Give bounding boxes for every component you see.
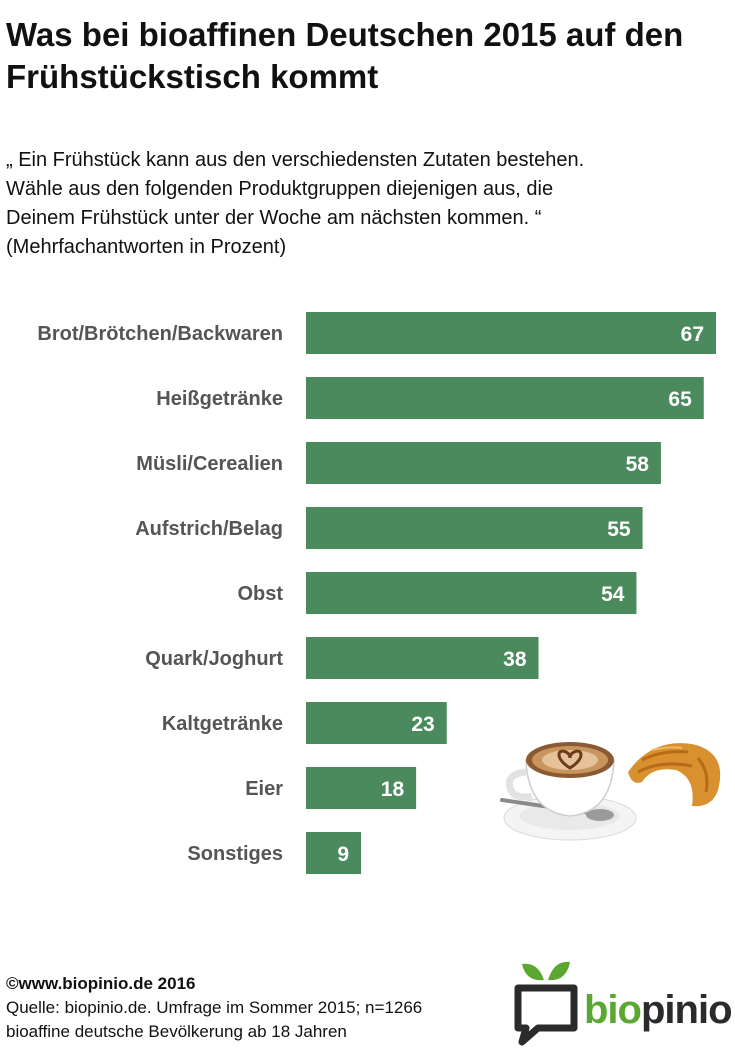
footer-source: ©www.biopinio.de 2016 Quelle: biopinio.d… bbox=[6, 972, 506, 1044]
value-label: 58 bbox=[626, 453, 650, 476]
speech-bubble-leaf-icon bbox=[514, 961, 578, 1046]
bar-chart: Brot/Brötchen/Backwaren 67 Heißgetränke 65 M… bbox=[37, 312, 716, 874]
source-text: Quelle: biopinio.de. Umfrage im Sommer 2… bbox=[6, 998, 423, 1017]
value-label: 55 bbox=[607, 518, 631, 541]
category-label: Sonstiges bbox=[187, 843, 283, 865]
value-label: 54 bbox=[601, 583, 625, 606]
question-line-2: Wähle aus den folgenden Produktgruppen d… bbox=[6, 178, 554, 200]
bar bbox=[306, 312, 716, 354]
value-label: 18 bbox=[381, 778, 405, 801]
bar bbox=[306, 702, 447, 744]
copyright-text: ©www.biopinio.de 2016 bbox=[6, 974, 196, 993]
category-label: Aufstrich/Belag bbox=[135, 518, 283, 540]
population-text: bioaffine deutsche Bevölkerung ab 18 Jah… bbox=[6, 1022, 347, 1041]
category-label: Brot/Brötchen/Backwaren bbox=[37, 323, 283, 345]
bar bbox=[306, 507, 643, 549]
logo-text-pinio: pinio bbox=[640, 988, 733, 1032]
value-label: 65 bbox=[668, 388, 692, 411]
bar bbox=[306, 637, 539, 679]
category-label: Obst bbox=[237, 583, 283, 605]
bar bbox=[306, 377, 704, 419]
logo-wordmark: biopinio bbox=[584, 988, 733, 1033]
category-label: Eier bbox=[245, 778, 283, 800]
title-line-1: Was bei bioaffinen Deutschen 2015 auf de… bbox=[6, 16, 684, 53]
logo-text-bio: bio bbox=[584, 988, 642, 1032]
question-line-4: (Mehrfachantworten in Prozent) bbox=[6, 236, 287, 258]
value-label: 67 bbox=[681, 323, 704, 346]
coffee-cup-icon bbox=[500, 742, 721, 841]
category-label: Kaltgetränke bbox=[162, 713, 283, 735]
value-label: 9 bbox=[337, 843, 349, 866]
category-label: Quark/Joghurt bbox=[145, 648, 283, 670]
survey-question: „ Ein Frühstück kann aus den verschieden… bbox=[6, 146, 731, 262]
bar bbox=[306, 767, 417, 809]
category-label: Heißgetränke bbox=[156, 388, 283, 410]
bar bbox=[306, 572, 637, 614]
value-label: 38 bbox=[503, 648, 527, 671]
bar bbox=[306, 442, 661, 484]
page-title: Was bei bioaffinen Deutschen 2015 auf de… bbox=[6, 14, 731, 98]
cappuccino-croissant-illustration bbox=[492, 720, 732, 855]
biopinio-logo: biopinio bbox=[508, 958, 733, 1046]
bar bbox=[306, 832, 362, 874]
question-line-1: „ Ein Frühstück kann aus den verschieden… bbox=[6, 149, 585, 171]
value-label: 23 bbox=[411, 713, 434, 736]
title-line-2: Frühstückstisch kommt bbox=[6, 58, 379, 95]
category-label: Müsli/Cerealien bbox=[136, 453, 283, 475]
question-line-3: Deinem Frühstück unter der Woche am näch… bbox=[6, 207, 542, 229]
